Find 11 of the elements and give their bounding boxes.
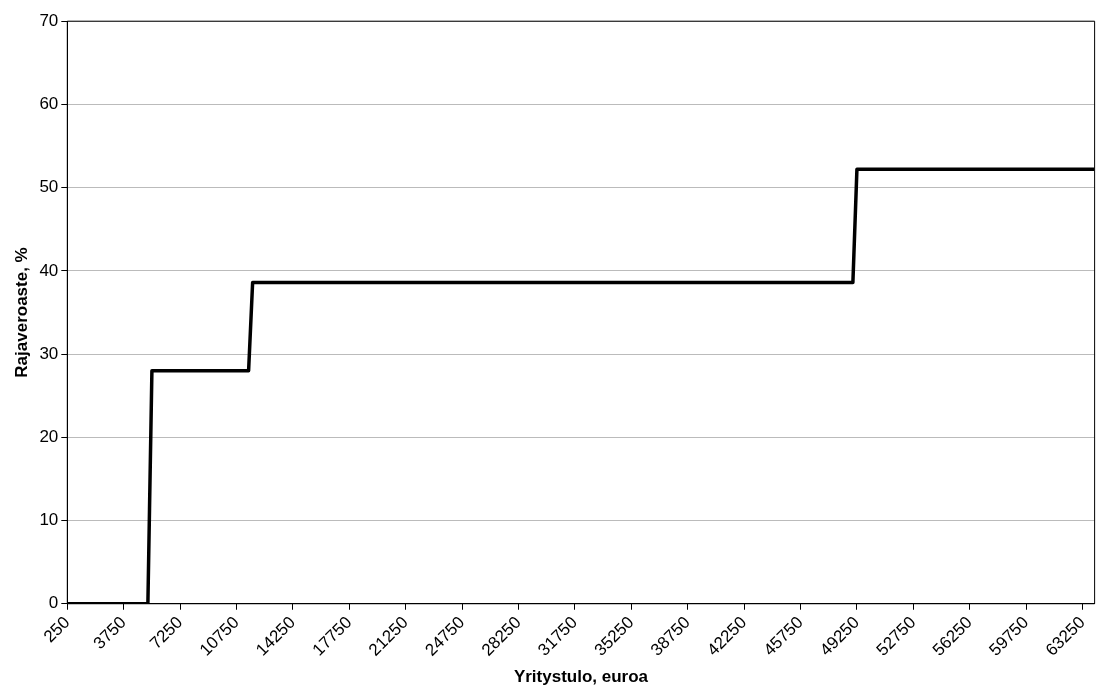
y-tick-label: 70: [39, 10, 59, 30]
y-tick-label: 0: [48, 593, 59, 613]
y-axis-title: Rajaveroaste, %: [11, 247, 31, 378]
y-tick-label: 20: [39, 426, 59, 446]
y-tick-label: 60: [39, 94, 59, 114]
x-tick-label: 250: [39, 612, 74, 647]
y-tick-label: 10: [39, 510, 59, 530]
y-tick-label: 40: [39, 260, 59, 280]
x-axis-title: Yritystulo, euroa: [513, 667, 649, 687]
y-tick-label: 50: [39, 177, 59, 197]
y-tick-label: 30: [39, 343, 59, 363]
